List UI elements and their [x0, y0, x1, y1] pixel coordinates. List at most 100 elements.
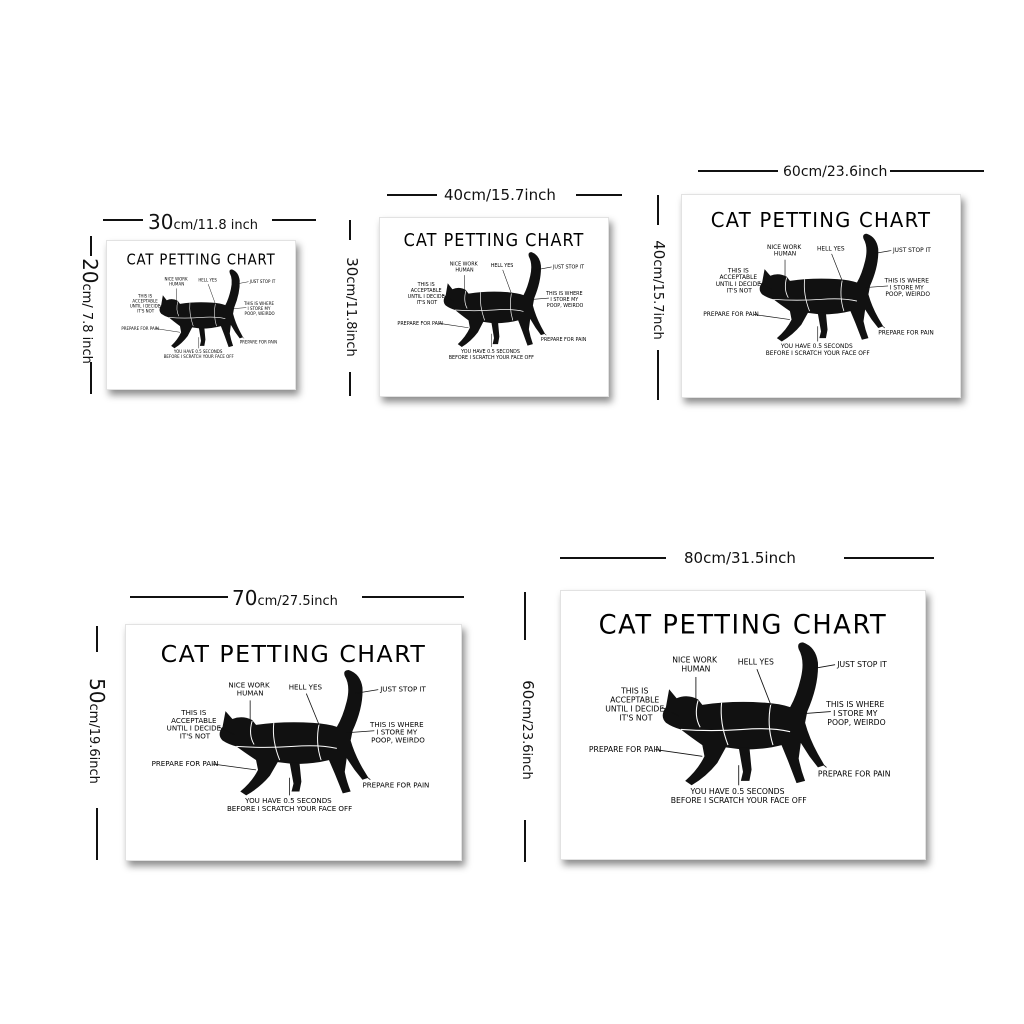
- label-seconds: YOU HAVE 0.5 SECONDS BEFORE I SCRATCH YO…: [766, 343, 871, 357]
- height-dimension-line: [524, 592, 526, 640]
- label-seconds: YOU HAVE 0.5 SECONDS BEFORE I SCRATCH YO…: [671, 787, 807, 805]
- width-label-70: 70cm/27.5inch: [232, 586, 338, 610]
- label-seconds: YOU HAVE 0.5 SECONDS BEFORE I SCRATCH YO…: [164, 349, 235, 359]
- width-dimension-line: [844, 557, 934, 559]
- label-hell-yes: HELL YES: [817, 245, 845, 252]
- poster-60cm: CAT PETTING CHART NICE WORK HUMAN: [681, 194, 961, 398]
- label-just-stop: JUST STOP IT: [379, 685, 426, 694]
- label-prepare-left: PREPARE FOR PAIN: [589, 745, 662, 754]
- label-acceptable: THIS IS ACCEPTABLE UNTIL I DECIDE IT'S N…: [716, 267, 763, 294]
- label-store-poop: THIS IS WHERE I STORE MY POOP, WEIRDO: [884, 277, 931, 298]
- width-dimension-line: [103, 219, 143, 221]
- label-hell-yes: HELL YES: [289, 683, 323, 692]
- label-just-stop: JUST STOP IT: [836, 660, 887, 669]
- height-label-60: 60cm/23.6inch: [519, 680, 537, 780]
- height-label-20: 20cm/ 7.8 inch: [78, 258, 102, 364]
- width-dimension-line: [698, 170, 778, 172]
- label-prepare-left: PREPARE FOR PAIN: [397, 321, 443, 327]
- label-hell-yes: HELL YES: [738, 658, 774, 667]
- poster-artwork: CAT PETTING CHART NICE WORK HUMAN: [152, 640, 430, 813]
- label-just-stop: JUST STOP IT: [249, 279, 276, 284]
- cat-silhouette-icon: [219, 670, 369, 796]
- label-hell-yes: HELL YES: [491, 263, 514, 269]
- label-store-poop: THIS IS WHERE I STORE MY POOP, WEIRDO: [825, 700, 887, 727]
- height-dimension-line: [657, 195, 659, 225]
- poster-title: CAT PETTING CHART: [711, 209, 931, 232]
- height-dimension-line: [90, 362, 92, 394]
- leader-lines: [655, 664, 836, 786]
- height-label-40: 40cm/15.7inch: [650, 240, 668, 340]
- label-prepare-left: PREPARE FOR PAIN: [703, 311, 759, 318]
- poster-title: CAT PETTING CHART: [161, 640, 427, 668]
- label-acceptable: THIS IS ACCEPTABLE UNTIL I DECIDE IT'S N…: [167, 708, 224, 740]
- height-dimension-line: [524, 820, 526, 862]
- height-dimension-line: [96, 626, 98, 652]
- cat-silhouette-icon: [759, 233, 884, 342]
- label-acceptable: THIS IS ACCEPTABLE UNTIL I DECIDE IT'S N…: [130, 294, 162, 314]
- label-hell-yes: HELL YES: [198, 277, 217, 282]
- label-nice-work: NICE WORK HUMAN: [450, 261, 480, 273]
- poster-40cm: CAT PETTING CHART NICE WORK HUMAN: [379, 217, 609, 397]
- poster-title: CAT PETTING CHART: [599, 610, 888, 641]
- poster-title: CAT PETTING CHART: [404, 229, 585, 250]
- poster-80cm: CAT PETTING CHART NICE WORK HUMAN: [560, 590, 926, 860]
- height-dimension-line: [349, 372, 351, 396]
- width-label-40: 40cm/15.7inch: [444, 186, 556, 204]
- label-nice-work: NICE WORK HUMAN: [228, 681, 271, 698]
- label-nice-work: NICE WORK HUMAN: [672, 655, 719, 673]
- width-label-30: 30cm/11.8 inch: [148, 210, 258, 234]
- label-prepare-left: PREPARE FOR PAIN: [152, 759, 219, 768]
- width-dimension-line: [387, 194, 437, 196]
- cat-section-lines: [773, 277, 858, 312]
- cat-silhouette-icon: [159, 269, 244, 349]
- cat-section-lines: [680, 700, 791, 746]
- width-label-60: 60cm/23.6inch: [783, 164, 888, 180]
- cat-section-lines: [168, 301, 226, 327]
- leader-lines: [155, 281, 249, 349]
- cat-silhouette-icon: [662, 642, 825, 786]
- height-dimension-line: [657, 350, 659, 400]
- width-dimension-line: [362, 596, 464, 598]
- height-label-50: 50cm/19.6inch: [85, 678, 109, 784]
- height-dimension-line: [96, 808, 98, 860]
- width-dimension-line: [890, 170, 984, 172]
- label-just-stop: JUST STOP IT: [552, 264, 585, 270]
- label-acceptable: THIS IS ACCEPTABLE UNTIL I DECIDE IT'S N…: [605, 687, 666, 723]
- height-dimension-line: [90, 236, 92, 256]
- cat-section-lines: [455, 290, 524, 321]
- height-label-30: 30cm/11.8inch: [343, 257, 361, 357]
- leader-lines: [212, 689, 379, 796]
- label-prepare-left: PREPARE FOR PAIN: [121, 326, 158, 331]
- label-store-poop: THIS IS WHERE I STORE MY POOP, WEIRDO: [243, 301, 275, 316]
- cat-silhouette-icon: [443, 252, 545, 348]
- width-dimension-line: [576, 194, 622, 196]
- height-dimension-line: [349, 220, 351, 240]
- label-just-stop: JUST STOP IT: [892, 247, 931, 254]
- width-dimension-line: [130, 596, 228, 598]
- label-acceptable: THIS IS ACCEPTABLE UNTIL I DECIDE IT'S N…: [408, 282, 446, 306]
- label-store-poop: THIS IS WHERE I STORE MY POOP, WEIRDO: [545, 291, 584, 309]
- poster-artwork: CAT PETTING CHART NICE WORK HUMAN: [703, 209, 934, 357]
- cat-section-lines: [236, 720, 337, 761]
- poster-artwork: CAT PETTING CHART NICE WORK HUMAN: [397, 229, 587, 361]
- label-prepare-right: PREPARE FOR PAIN: [240, 339, 277, 344]
- label-prepare-right: PREPARE FOR PAIN: [818, 769, 891, 778]
- poster-artwork: CAT PETTING CHART NICE WORK HUMAN: [589, 610, 891, 805]
- poster-artwork: CAT PETTING CHART NICE WORK HUMAN: [121, 252, 277, 359]
- label-nice-work: NICE WORK HUMAN: [164, 276, 188, 286]
- width-dimension-line: [560, 557, 666, 559]
- label-nice-work: NICE WORK HUMAN: [767, 244, 803, 258]
- poster-title: CAT PETTING CHART: [126, 252, 275, 269]
- label-prepare-right: PREPARE FOR PAIN: [878, 330, 934, 337]
- label-prepare-right: PREPARE FOR PAIN: [541, 337, 587, 343]
- label-seconds: YOU HAVE 0.5 SECONDS BEFORE I SCRATCH YO…: [227, 796, 352, 813]
- label-store-poop: THIS IS WHERE I STORE MY POOP, WEIRDO: [369, 720, 426, 745]
- label-seconds: YOU HAVE 0.5 SECONDS BEFORE I SCRATCH YO…: [449, 349, 534, 361]
- poster-30cm: CAT PETTING CHART NICE WORK HUMAN: [106, 240, 296, 390]
- label-prepare-right: PREPARE FOR PAIN: [362, 781, 429, 790]
- width-dimension-line: [272, 219, 316, 221]
- poster-70cm: CAT PETTING CHART NICE WORK HUMAN: [125, 624, 462, 861]
- leader-lines: [753, 250, 892, 342]
- leader-lines: [438, 266, 552, 348]
- width-label-80: 80cm/31.5inch: [684, 549, 796, 567]
